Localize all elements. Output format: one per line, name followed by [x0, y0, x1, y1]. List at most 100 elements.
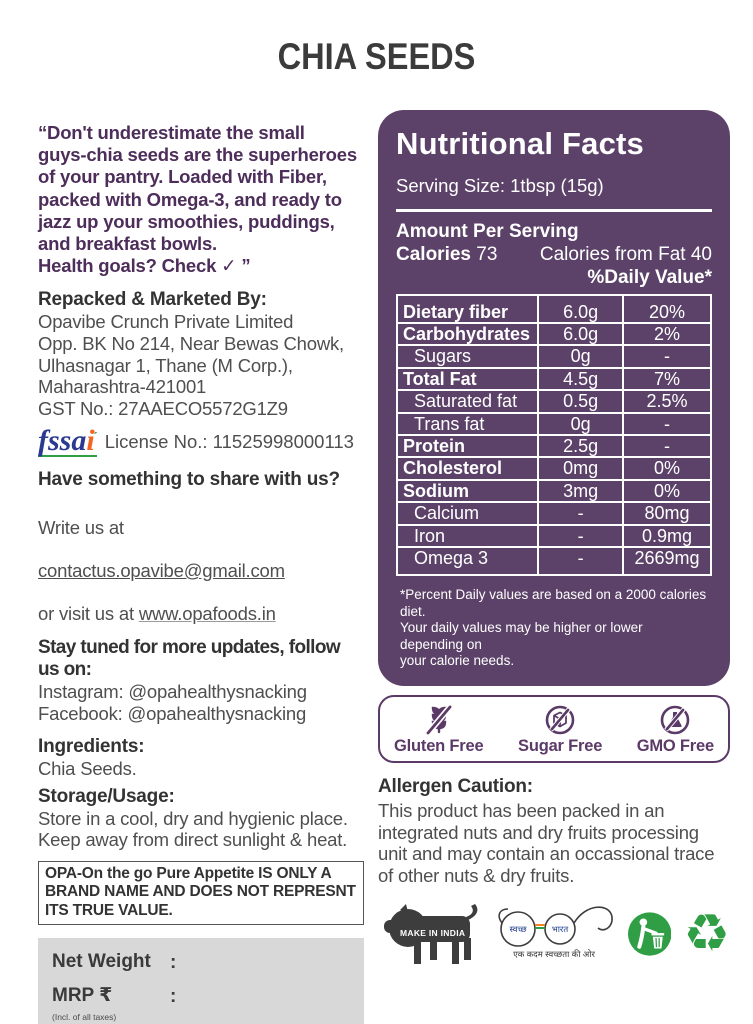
- website-link[interactable]: www.opafoods.in: [138, 603, 276, 625]
- instagram-handle: Instagram: @opahealthysnacking: [38, 680, 307, 702]
- nutrient-dv: 2669mg: [622, 545, 712, 577]
- nutrient-amount: 6.0g: [537, 321, 625, 347]
- nutrient-dv: -: [622, 344, 712, 369]
- gluten-free-badge: Gluten Free: [394, 704, 484, 756]
- nutrient-dv: 20%: [622, 293, 712, 324]
- recycle-icon: ♻: [683, 904, 730, 965]
- nutrition-row: Omega 3-2669mg: [395, 545, 712, 577]
- nutrition-row: Calcium -80mg: [395, 501, 712, 526]
- nutrient-dv: -: [622, 411, 712, 436]
- nutrient-name: Total Fat: [395, 366, 540, 392]
- facebook-handle: Facebook: @opahealthysnacking: [38, 702, 307, 724]
- nutrient-dv: 2.5%: [622, 389, 712, 414]
- nutrition-footnote: *Percent Daily values are based on a 200…: [400, 587, 707, 669]
- ingredients-heading: Ingredients:: [38, 736, 145, 758]
- svg-text:भारत: भारत: [552, 924, 569, 934]
- badge-label: GMO Free: [636, 736, 714, 755]
- nutrition-row: Sugars 0g -: [395, 344, 712, 369]
- calories-row: Calories 73 Calories from Fat 40: [396, 244, 712, 266]
- storage-text: Store in a cool, dry and hygienic place.…: [38, 807, 348, 851]
- allergen-heading: Allergen Caution:: [378, 775, 533, 797]
- nutrition-row: Trans fat 0g -: [395, 411, 712, 436]
- fssai-row: fssai ´ License No.: 11525998000113: [38, 424, 364, 458]
- nutrition-row: Iron -0.9mg: [395, 523, 712, 548]
- nutrient-dv: 0%: [622, 478, 712, 504]
- fill-row: Net Weight:: [52, 952, 352, 974]
- right-column: Nutritional Facts Serving Size: 1tbsp (1…: [378, 110, 730, 967]
- certification-logos: MAKE IN INDIA स्वच्छ भारत एक कदम स्वच्छ: [378, 901, 730, 967]
- nutrient-name: Sugars: [395, 344, 540, 369]
- nutrition-row: Cholesterol 0mg 0%: [395, 456, 712, 481]
- nutrient-amount: 3mg: [537, 478, 625, 504]
- fssai-logo-icon: fssai ´: [38, 424, 98, 458]
- contact-email-link[interactable]: contactus.opavibe@gmail.com: [38, 560, 285, 582]
- share-heading: Have something to share with us?: [38, 469, 340, 491]
- calories-from-fat: Calories from Fat 40: [539, 243, 712, 265]
- nutrition-title: Nutritional Facts: [396, 126, 644, 161]
- lion-icon: [384, 904, 478, 965]
- serving-size: Serving Size: 1tbsp (15g): [396, 175, 604, 196]
- swachh-tagline: एक कदम स्वच्छता की ओर: [513, 949, 595, 960]
- calories: Calories 73: [396, 243, 498, 265]
- nutrient-dv: 80mg: [622, 501, 712, 526]
- nutrition-row: Carbohydrates 6.0g 2%: [395, 321, 712, 347]
- fill-table: Net Weight:MRP ₹(Incl. of all taxes):Pac…: [38, 938, 364, 1024]
- allergen-text: This product has been packed in an integ…: [378, 799, 715, 887]
- nutrient-amount: 0g: [537, 344, 625, 369]
- nutrient-dv: -: [622, 433, 712, 459]
- nutrient-name: Calcium: [395, 501, 540, 526]
- amount-per-serving: Amount Per Serving: [396, 220, 579, 242]
- nutrient-amount: 4.5g: [537, 366, 625, 392]
- sugar-cube-slash-icon: [545, 705, 575, 735]
- nutrient-amount: 0.5g: [537, 389, 625, 414]
- nutrition-row: Protein 2.5g -: [395, 433, 712, 459]
- fill-label-note: (Incl. of all taxes): [52, 1012, 117, 1023]
- nutrient-name: Carbohydrates: [395, 321, 540, 347]
- make-in-india-logo: MAKE IN INDIA: [378, 902, 480, 966]
- flask-slash-icon: [661, 705, 690, 735]
- nutrient-dv: 7%: [622, 366, 712, 392]
- fssai-leaf-icon: ´: [93, 429, 98, 445]
- nutrient-amount: 6.0g: [537, 293, 625, 324]
- nutrient-dv: 0.9mg: [622, 523, 712, 548]
- divider: [396, 209, 712, 212]
- fill-row: MRP ₹ (Incl. of all taxes):: [52, 986, 352, 1024]
- ingredients-text: Chia Seeds.: [38, 758, 137, 780]
- nutrition-table: Dietary fiber 6.0g 20% Carbohydrates 6.0g 2% S…: [395, 293, 712, 577]
- nutrient-name: Cholesterol: [395, 456, 540, 481]
- product-quote: “Don't underestimate the small guys-chia…: [38, 122, 357, 277]
- brand-disclaimer: OPA-On the go Pure Appetite IS ONLY A BR…: [38, 860, 364, 926]
- page-title: CHIA SEEDS: [277, 36, 476, 77]
- nutrient-dv: 0%: [622, 456, 712, 481]
- nutrient-name: Sodium: [395, 478, 540, 504]
- write-us-prefix: Write us at: [38, 516, 124, 538]
- nutrition-facts-panel: Nutritional Facts Serving Size: 1tbsp (1…: [378, 110, 730, 686]
- nutrition-row: Dietary fiber 6.0g 20%: [395, 293, 712, 324]
- nutrient-name: Trans fat: [395, 411, 540, 436]
- nutrient-name: Saturated fat: [395, 389, 540, 414]
- fill-colon: :: [170, 952, 177, 974]
- badge-label: Gluten Free: [394, 736, 484, 755]
- marketer-heading: Repacked & Marketed By:: [38, 289, 267, 311]
- sugar-free-badge: Sugar Free: [518, 704, 602, 756]
- nutrition-table-body: Dietary fiber 6.0g 20% Carbohydrates 6.0g 2% S…: [395, 293, 712, 577]
- nutrient-amount: -: [537, 545, 625, 577]
- nutrient-name: Iron: [395, 523, 540, 548]
- fill-colon: :: [170, 986, 177, 1008]
- gmo-free-badge: GMO Free: [637, 704, 714, 756]
- nutrition-row: Saturated fat 0.5g 2.5%: [395, 389, 712, 414]
- visit-us-prefix: or visit us at: [38, 603, 139, 625]
- badge-label: Sugar Free: [518, 736, 603, 755]
- nutrition-row: Sodium 3mg 0%: [395, 478, 712, 504]
- nutrition-row: Total Fat 4.5g 7%: [395, 366, 712, 392]
- nutrient-dv: 2%: [622, 321, 712, 347]
- tidyman-icon: [628, 912, 672, 956]
- nutrient-amount: -: [537, 523, 625, 548]
- storage-heading: Storage/Usage:: [38, 785, 175, 807]
- wheat-slash-icon: [425, 704, 453, 735]
- fill-label: Net Weight: [52, 951, 151, 973]
- left-column: “Don't underestimate the small guys-chia…: [38, 122, 364, 1024]
- nutrient-name: Dietary fiber: [395, 293, 540, 324]
- nutrient-amount: 0g: [537, 411, 625, 436]
